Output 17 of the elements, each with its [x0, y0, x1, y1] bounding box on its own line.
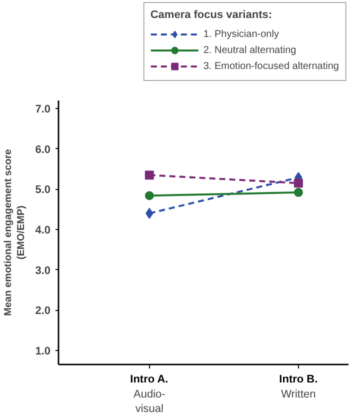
- legend-title: Camera focus variants:: [150, 9, 274, 21]
- category-label: Intro A. Audio- visual: [130, 374, 168, 415]
- y-axis-title: Mean emotional engagement score (EMO/EMP): [3, 148, 28, 316]
- y-tick-label: 6.0: [35, 144, 51, 156]
- point: [294, 188, 303, 197]
- y-tick-label: 4.0: [35, 224, 51, 236]
- y-tick-label: 5.0: [35, 184, 51, 196]
- legend-label: 1. Physician-only: [203, 28, 279, 42]
- legend-label: 3. Emotion-focused alternating: [203, 60, 339, 74]
- y-tick-label: 3.0: [35, 264, 51, 277]
- y-tick-label: 1.0: [35, 345, 51, 358]
- point: [144, 191, 154, 200]
- category-label: Intro B. Written: [279, 374, 318, 400]
- y-tick-label: 2.0: [35, 305, 51, 318]
- legend-label: 2. Neutral alternating: [203, 44, 296, 58]
- y-tick-label: 7.0: [35, 104, 51, 116]
- point: [144, 170, 154, 180]
